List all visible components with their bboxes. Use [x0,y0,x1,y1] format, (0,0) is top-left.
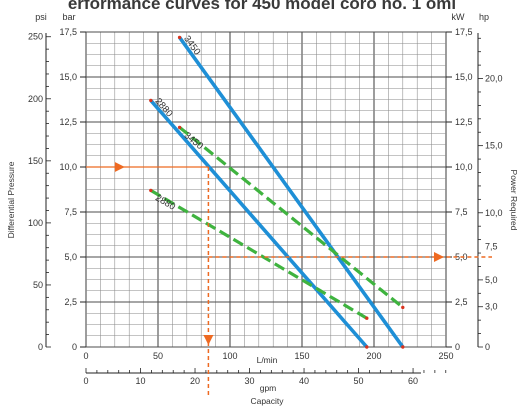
bar-tick-label: 7,5 [64,207,77,217]
kw-tick-label: 0 [455,342,460,352]
bar-tick-label: 12,5 [59,117,77,127]
psi-tick-label: 200 [28,94,43,104]
psi-tick-label: 150 [28,156,43,166]
lmin-tick-label: 50 [153,351,163,361]
curve-endpoint [365,345,369,349]
bar-tick-label: 0 [72,342,77,352]
gpm-tick-label: 60 [408,376,418,386]
y-axis-title: Differential Pressure [6,161,16,238]
gpm-tick-label: 20 [190,376,200,386]
capacity-curve-3450 [178,36,405,349]
hp-tick-label: 0 [485,342,490,352]
curve-endpoint [401,345,405,349]
psi-tick-label: 50 [33,280,43,290]
gpm-axis-label: gpm [260,383,277,393]
hp-unit-label: hp [479,12,489,22]
capacity-curve-2880 [149,99,369,349]
guide-arrow-right [114,162,125,172]
hp-tick-label: 3,0 [485,302,498,312]
example-guide [86,162,492,398]
curve-endpoint [149,188,153,193]
series-label-power-2880: 2880 [153,193,177,213]
bar-tick-label: 5,0 [64,252,77,262]
kw-tick-label: 10,0 [455,162,473,172]
chart-title: erformance curves for 450 model coro no.… [68,0,456,13]
gpm-tick-label: 0 [83,376,88,386]
gpm-tick-label: 30 [245,376,255,386]
lmin-tick-label: 150 [294,351,309,361]
chart-axes [45,33,479,374]
bar-tick-label: 15,0 [59,72,77,82]
curve-endpoint [401,305,405,310]
hp-tick-label: 15,0 [485,141,503,151]
bar-tick-label: 17,5 [59,27,77,37]
hp-tick-label: 7,5 [485,241,498,251]
kw-tick-label: 2,5 [455,297,468,307]
guide-arrow-power [434,252,444,262]
bar-tick-label: 2,5 [64,297,77,307]
lmin-tick-label: 250 [438,351,453,361]
power-curve-2880 [149,189,368,320]
psi-unit-label: psi [35,12,47,22]
gpm-tick-label: 40 [299,376,309,386]
lmin-axis-label: L/min [257,355,278,365]
lmin-tick-label: 100 [222,351,237,361]
curve-endpoint [149,98,153,103]
kw-tick-label: 15,0 [455,72,473,82]
gpm-tick-label: 10 [136,376,146,386]
kw-tick-label: 12,5 [455,117,473,127]
gpm-tick-label: 50 [354,376,364,386]
lmin-tick-label: 200 [366,351,381,361]
x-axis-title: Capacity [250,396,284,406]
hp-tick-label: 5,0 [485,275,498,285]
bar-unit-label: bar [62,12,75,22]
power-axis-title: Power Required [509,170,519,231]
curve-endpoint [177,125,182,130]
curve-endpoint [365,316,369,320]
guide-arrow-down [203,335,214,345]
psi-tick-label: 0 [38,342,43,352]
power-curve-3450 [178,126,404,309]
hp-tick-label: 10,0 [485,208,503,218]
lmin-tick-label: 0 [83,351,88,361]
hp-tick-label: 20,0 [485,74,503,84]
kw-tick-label: 7,5 [455,207,468,217]
kw-tick-label: 17,5 [455,27,473,37]
psi-tick-label: 100 [28,218,43,228]
kw-unit-label: kW [452,12,466,22]
curve-endpoint [177,35,182,40]
bar-tick-label: 10,0 [59,162,77,172]
chart-series [149,35,405,349]
psi-tick-label: 250 [28,32,43,42]
